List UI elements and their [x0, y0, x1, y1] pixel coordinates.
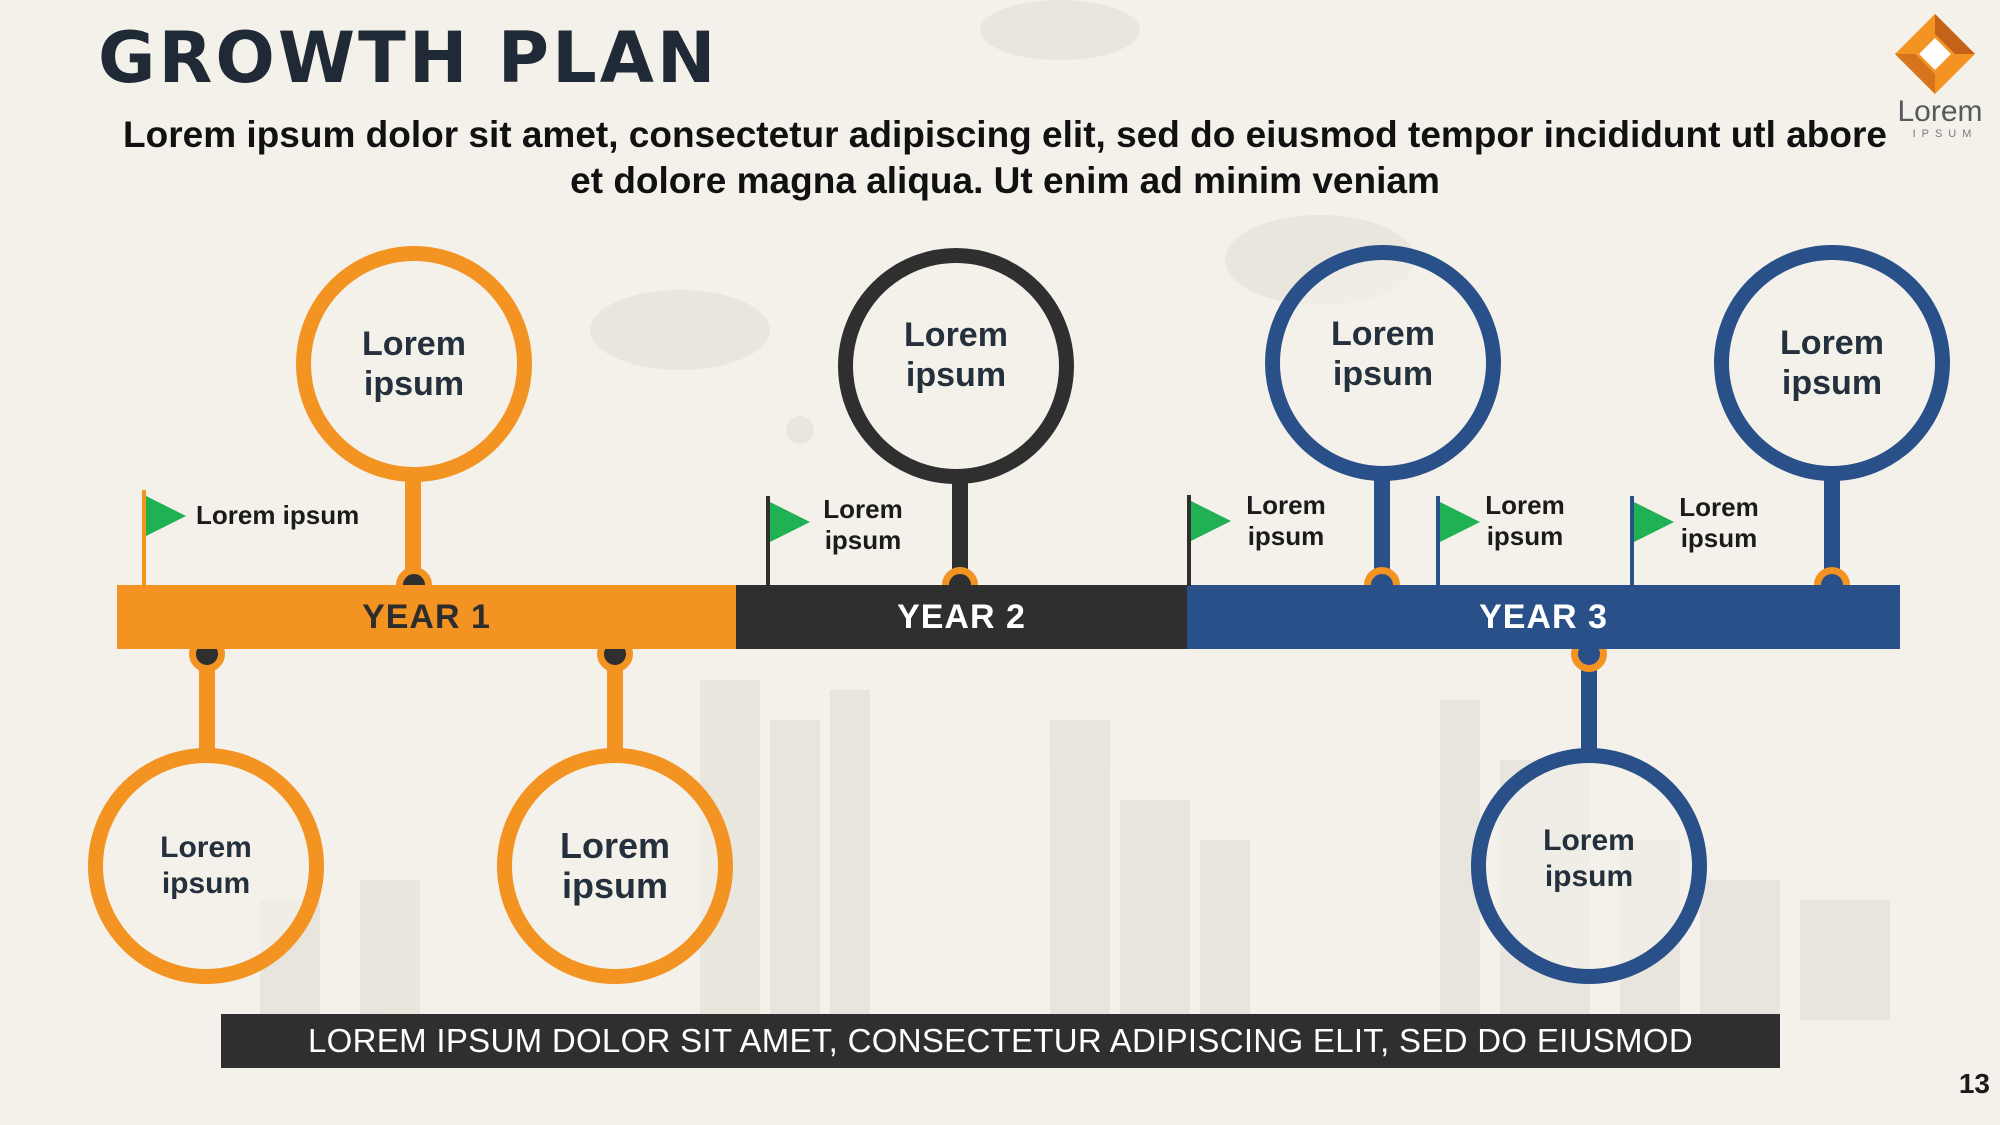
page-subtitle: Lorem ipsum dolor sit amet, consectetur …: [123, 114, 1887, 201]
year-bar-3: YEAR 3: [1187, 585, 1900, 649]
flag-icon: [766, 496, 810, 586]
flag-icon: [1630, 496, 1674, 586]
flag-label-line2: ipsum: [824, 525, 902, 555]
page-title: GROWTH PLAN: [98, 17, 719, 99]
milestone-text-line2: ipsum: [1332, 355, 1434, 393]
flag-label: Lorem ipsum: [196, 500, 360, 530]
flag-label: Lorem ipsum: [1231, 490, 1341, 552]
milestone-text-line1: Lorem: [362, 325, 466, 363]
connector-stem: [607, 649, 623, 754]
flag-icon: [142, 490, 186, 586]
flag-label: Lorem ipsum: [808, 494, 918, 556]
flag-icon: [1436, 496, 1480, 586]
connector-stem: [952, 475, 968, 587]
milestone-text-line2: ipsum: [363, 365, 465, 403]
flag-label-line2: ipsum: [1247, 521, 1325, 551]
flag-label-line2: ipsum: [1680, 523, 1758, 553]
page-number: 13: [1958, 1068, 1990, 1099]
milestone-text-line1: Lorem: [1543, 824, 1635, 857]
footer-banner: LOREM IPSUM DOLOR SIT AMET, CONSECTETUR …: [221, 1014, 1780, 1068]
milestone-text-line2: ipsum: [1544, 860, 1634, 893]
milestone-circle: Lorem ipsum: [296, 246, 532, 482]
milestone-text-line2: ipsum: [905, 356, 1007, 394]
milestone-circle: Lorem ipsum: [1471, 748, 1707, 984]
milestone-text-line1: Lorem: [1331, 315, 1435, 353]
connector-stem: [199, 649, 215, 754]
connector-stem: [1374, 475, 1390, 587]
year-bar-1: YEAR 1: [117, 585, 736, 649]
milestone-text-line2: ipsum: [561, 865, 668, 906]
flag-label: Lorem ipsum: [1664, 492, 1774, 554]
milestone-circle: Lorem ipsum: [497, 748, 733, 984]
flag-label: Lorem ipsum: [1470, 490, 1580, 552]
diamond-logo-icon: [1895, 14, 1975, 94]
milestone-text-line1: Lorem: [559, 825, 671, 866]
connector-stem: [405, 475, 421, 587]
flag-label-line1: Lorem: [823, 494, 903, 524]
milestone-text-line2: ipsum: [1781, 364, 1883, 402]
flag-icon: [1187, 495, 1231, 586]
milestone-circle: Lorem ipsum: [838, 248, 1074, 484]
flag-label-line1: Lorem: [1679, 492, 1759, 522]
year-bar-2: YEAR 2: [736, 585, 1187, 649]
logo-word: Lorem: [1897, 95, 1983, 128]
flag-label-line1: Lorem: [1485, 490, 1565, 520]
logo-subtitle: IPSUM: [1912, 128, 1978, 140]
connector-stem: [1824, 475, 1840, 587]
connector-stem: [1581, 649, 1597, 754]
milestone-text-line1: Lorem: [160, 831, 252, 864]
flag-label-line2: ipsum: [1486, 521, 1564, 551]
milestone-circle: Lorem ipsum: [88, 748, 324, 984]
flag-label-line1: Lorem: [1246, 490, 1326, 520]
milestone-text-line2: ipsum: [161, 867, 251, 900]
milestone-text-line1: Lorem: [1780, 324, 1884, 362]
milestone-circle: Lorem ipsum: [1714, 245, 1950, 481]
milestone-circle: Lorem ipsum: [1265, 245, 1501, 481]
milestone-text-line1: Lorem: [904, 316, 1008, 354]
